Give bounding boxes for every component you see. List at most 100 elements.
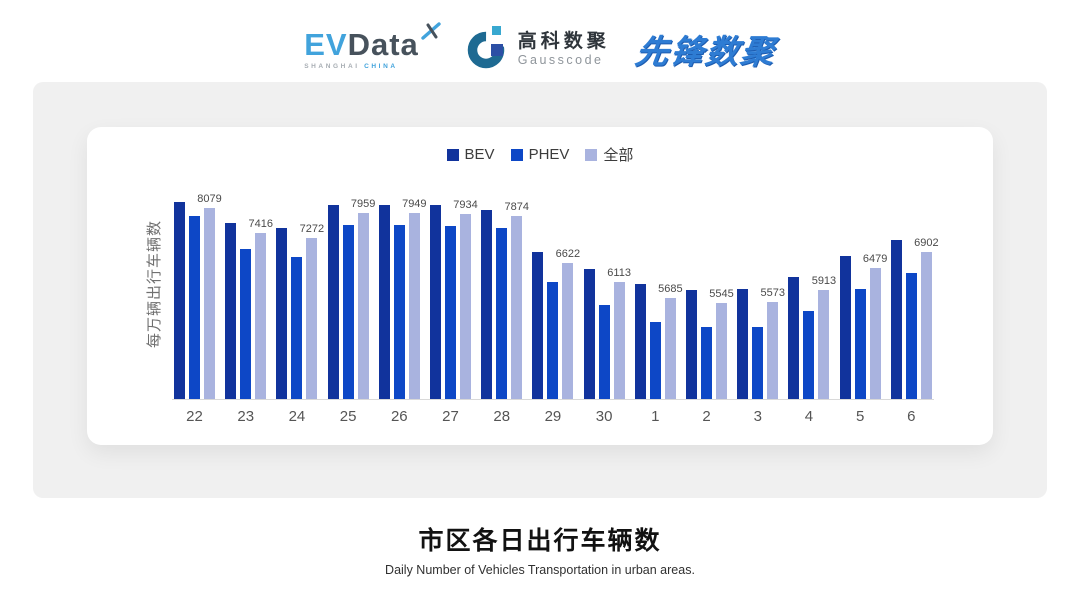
bar-全部-27: 7934	[453, 199, 478, 399]
bar-phev-26	[393, 225, 405, 399]
evdata-ev-text: EV	[304, 26, 348, 62]
bar-phev-5	[854, 289, 866, 399]
chart-card: BEV PHEV 全部 每万辆出行车辆数 8079 7416 7272 7959 7949 7…	[87, 127, 993, 445]
bar-phev-1	[649, 322, 661, 399]
bar-全部-23: 7416	[248, 218, 273, 399]
bar-bev-22	[174, 202, 185, 399]
bar-全部-2: 5545	[709, 288, 734, 399]
bar-group-25: 7959	[327, 198, 375, 399]
bar-phev-2	[701, 327, 713, 399]
bar-group-22: 8079	[174, 193, 222, 399]
x-tick-label-24: 24	[288, 408, 306, 425]
bar-全部-3: 5573	[760, 287, 785, 399]
y-axis-title: 每万辆出行车辆数	[146, 220, 163, 349]
bar-value-label: 5685	[658, 283, 683, 295]
legend-swatch-icon	[585, 148, 598, 161]
x-tick-label-3: 3	[753, 408, 762, 425]
bar-group-29: 6622	[532, 248, 580, 399]
x-tick-label-28: 28	[493, 408, 511, 425]
gausscode-cn-name: 高科数聚	[517, 31, 610, 53]
xianfeng-logo: 先锋数聚	[632, 33, 779, 70]
caption-block: 市区各日出行车辆数 Daily Number of Vehicles Trans…	[0, 521, 1080, 577]
bar-bev-28	[481, 210, 493, 399]
x-tick-label-4: 4	[804, 408, 814, 425]
bar-value-label: 7272	[299, 223, 325, 235]
bar-groups: 8079 7416 7272 7959 7949 7934 7874 6622 6113 5685…	[172, 182, 939, 400]
x-tick-label-1: 1	[651, 408, 660, 425]
evdata-data-text: Data	[347, 26, 419, 62]
gausscode-logo: 高科数聚 Gausscode	[465, 24, 610, 75]
bar-bev-2	[686, 290, 698, 399]
chart-title: 市区各日出行车辆数	[418, 527, 662, 555]
x-tick-label-26: 26	[390, 408, 408, 425]
gausscode-g-icon	[465, 24, 509, 75]
bar-group-27: 7934	[430, 199, 478, 399]
bar-value-label: 7959	[350, 198, 376, 210]
bar-value-label: 6902	[914, 237, 939, 249]
chart-panel: BEV PHEV 全部 每万辆出行车辆数 8079 7416 7272 7959 7949 7…	[33, 82, 1047, 498]
bar-bev-6	[890, 240, 902, 399]
legend-label: 全部	[603, 147, 634, 164]
bar-group-26: 7949	[378, 198, 427, 399]
bar-phev-28	[496, 228, 508, 399]
x-tick-label-23: 23	[237, 408, 255, 425]
bar-value-label: 7416	[248, 218, 273, 230]
bar-phev-6	[905, 273, 917, 399]
bar-group-3: 5573	[737, 287, 785, 399]
bar-bev-5	[839, 256, 851, 399]
legend-label: BEV	[464, 146, 495, 163]
bar-全部-1: 5685	[658, 283, 683, 399]
x-tick-label-29: 29	[544, 408, 562, 425]
evdata-shanghai-text: SHANGHAI	[304, 62, 360, 70]
bar-value-label: 5573	[760, 287, 785, 299]
x-tick-label-22: 22	[186, 408, 203, 425]
bar-全部-6: 6902	[914, 237, 939, 399]
bar-phev-25	[342, 225, 354, 399]
bar-phev-27	[445, 226, 457, 399]
bar-全部-25: 7959	[351, 198, 375, 399]
bar-group-1: 5685	[634, 283, 683, 399]
x-axis-ticks: 22 23 24 25 26 27 28 29 30 1 2 3 4 5 6	[172, 408, 934, 425]
legend-item-bev: BEV	[446, 146, 495, 163]
bar-bev-24	[276, 228, 288, 399]
bar-phev-30	[598, 305, 610, 399]
bar-bev-4	[788, 277, 800, 399]
evdata-x-icon	[421, 21, 441, 46]
bar-value-label: 7934	[453, 199, 478, 211]
chart-legend: BEV PHEV 全部	[87, 127, 993, 165]
bar-全部-29: 6622	[556, 248, 580, 399]
bar-value-label: 7949	[402, 198, 427, 210]
legend-item-phev: PHEV	[510, 146, 570, 163]
bar-group-30: 6113	[583, 267, 631, 399]
x-tick-label-5: 5	[855, 408, 865, 425]
bar-group-24: 7272	[276, 223, 324, 399]
x-tick-label-27: 27	[442, 408, 459, 425]
gausscode-en-name: Gausscode	[517, 52, 604, 67]
legend-item-全部: 全部	[585, 144, 633, 165]
x-tick-label-25: 25	[339, 408, 357, 425]
bar-group-4: 5913	[788, 275, 836, 399]
bar-bev-26	[378, 205, 390, 399]
bar-全部-5: 6479	[863, 253, 887, 399]
legend-label: PHEV	[528, 146, 570, 163]
bar-group-6: 6902	[890, 237, 939, 399]
evdata-china-text: CHINA	[364, 62, 398, 70]
logo-header: EVData SHANGHAI CHINA 高科数聚 Gausscode 先锋数…	[0, 0, 1080, 78]
bar-group-2: 5545	[686, 288, 734, 399]
legend-swatch-icon	[446, 148, 459, 161]
bar-group-28: 7874	[481, 201, 529, 399]
bar-phev-22	[189, 216, 200, 399]
bar-全部-30: 6113	[607, 267, 631, 399]
bar-value-label: 6622	[555, 248, 581, 260]
bar-value-label: 7874	[504, 201, 529, 213]
bar-全部-24: 7272	[300, 223, 324, 399]
bar-全部-22: 8079	[197, 193, 222, 399]
bar-phev-24	[291, 257, 303, 399]
bar-group-5: 6479	[839, 253, 887, 399]
bar-phev-29	[547, 282, 559, 399]
chart-subtitle: Daily Number of Vehicles Transportation …	[385, 563, 695, 577]
bar-phev-3	[752, 327, 764, 399]
bar-value-label: 6479	[862, 253, 888, 265]
plot-area: 8079 7416 7272 7959 7949 7934 7874 6622 6113 5685…	[172, 182, 939, 425]
x-tick-label-6: 6	[907, 408, 916, 425]
